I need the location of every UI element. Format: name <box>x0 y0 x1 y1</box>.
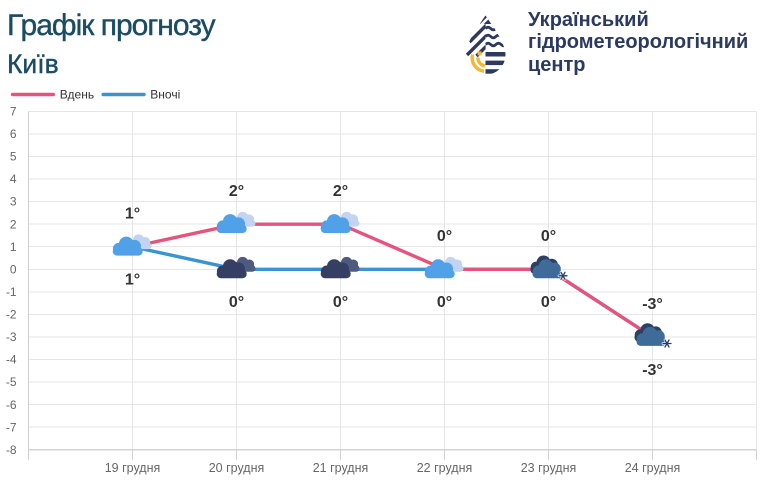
svg-text:1°: 1° <box>125 206 140 223</box>
svg-text:5: 5 <box>10 150 17 164</box>
svg-text:1: 1 <box>10 240 17 254</box>
svg-text:3: 3 <box>10 195 17 209</box>
svg-text:1°: 1° <box>125 272 140 289</box>
svg-text:24 грудня: 24 грудня <box>625 461 681 475</box>
svg-text:2°: 2° <box>229 183 244 200</box>
svg-text:Вночі: Вночі <box>150 87 180 101</box>
svg-text:0°: 0° <box>541 228 556 245</box>
svg-text:-4: -4 <box>6 353 17 367</box>
svg-text:0°: 0° <box>541 294 556 311</box>
svg-text:-2: -2 <box>6 308 17 322</box>
svg-text:-3: -3 <box>6 330 17 344</box>
svg-text:Вдень: Вдень <box>60 87 94 101</box>
svg-text:20 грудня: 20 грудня <box>209 461 265 475</box>
svg-text:0: 0 <box>10 262 17 276</box>
svg-text:-3°: -3° <box>642 362 663 379</box>
svg-text:0°: 0° <box>437 294 452 311</box>
svg-text:7: 7 <box>10 104 17 118</box>
svg-text:0°: 0° <box>437 228 452 245</box>
svg-text:0°: 0° <box>333 294 348 311</box>
svg-text:-8: -8 <box>6 443 17 457</box>
svg-text:-7: -7 <box>6 420 17 434</box>
svg-text:6: 6 <box>10 127 17 141</box>
svg-text:2: 2 <box>10 217 17 231</box>
svg-text:0°: 0° <box>229 294 244 311</box>
svg-text:22 грудня: 22 грудня <box>417 461 473 475</box>
svg-text:-5: -5 <box>6 375 17 389</box>
svg-text:23 грудня: 23 грудня <box>521 461 577 475</box>
svg-text:4: 4 <box>10 172 17 186</box>
svg-text:21 грудня: 21 грудня <box>313 461 369 475</box>
svg-text:-1: -1 <box>6 285 17 299</box>
svg-text:19 грудня: 19 грудня <box>105 461 161 475</box>
svg-text:2°: 2° <box>333 183 348 200</box>
svg-text:-3°: -3° <box>642 296 663 313</box>
svg-text:-6: -6 <box>6 398 17 412</box>
